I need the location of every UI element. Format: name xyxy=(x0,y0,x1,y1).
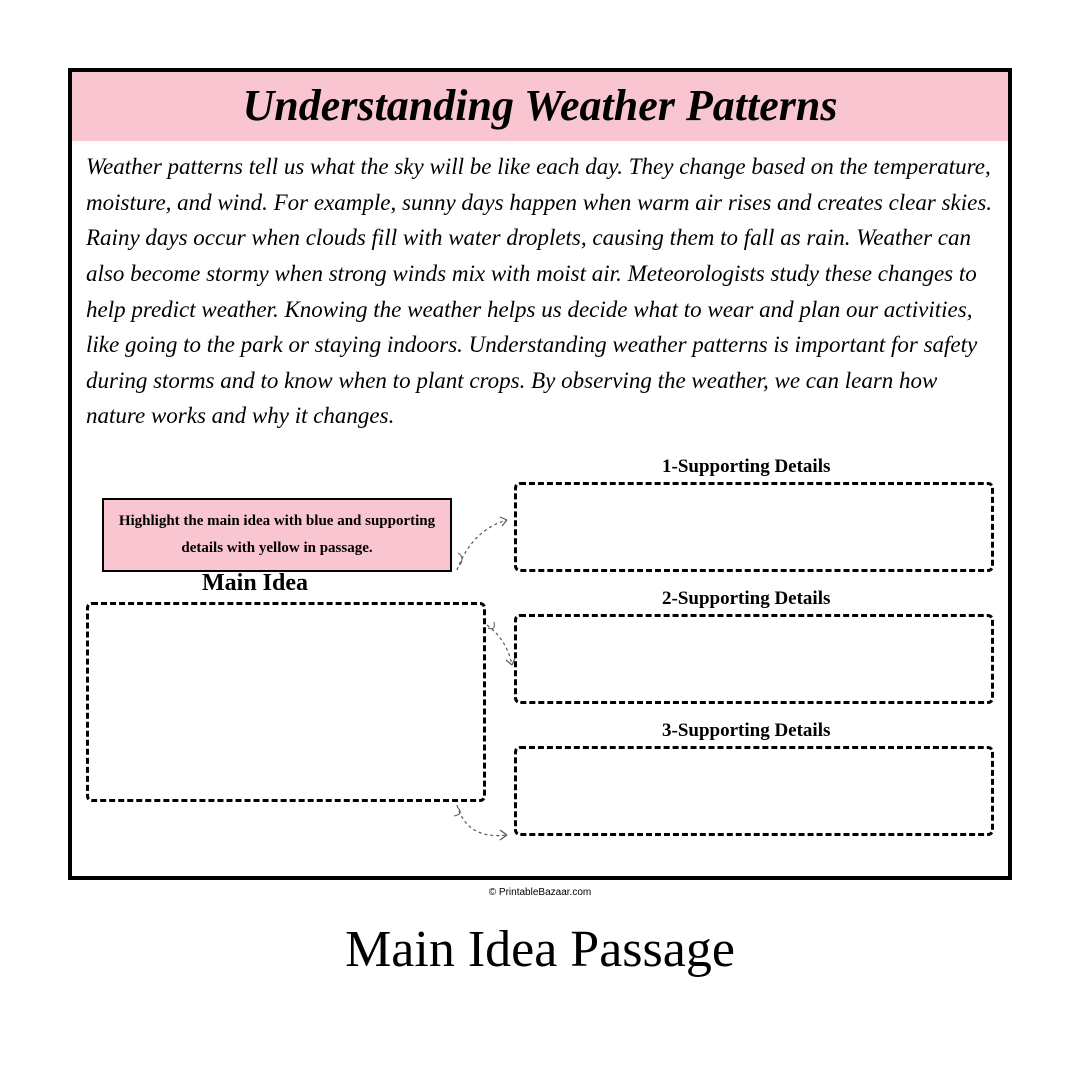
title-bar: Understanding Weather Patterns xyxy=(72,72,1008,141)
arrow-1 xyxy=(452,510,522,580)
instruction-box: Highlight the main idea with blue and su… xyxy=(102,498,452,572)
detail-3-input-box[interactable] xyxy=(514,746,994,836)
detail-1-input-box[interactable] xyxy=(514,482,994,572)
worksheet-frame: Understanding Weather Patterns Weather p… xyxy=(68,68,1012,880)
arrow-3 xyxy=(452,800,522,850)
detail-3-label: 3-Supporting Details xyxy=(662,720,830,742)
detail-2-input-box[interactable] xyxy=(514,614,994,704)
main-idea-input-box[interactable] xyxy=(86,602,486,802)
detail-2-label: 2-Supporting Details xyxy=(662,588,830,610)
page-caption: Main Idea Passage xyxy=(0,920,1080,979)
footer-credit: © PrintableBazaar.com xyxy=(489,887,591,898)
worksheet-title: Understanding Weather Patterns xyxy=(72,80,1008,131)
graphic-organizer: Highlight the main idea with blue and su… xyxy=(72,440,1008,900)
passage-text: Weather patterns tell us what the sky wi… xyxy=(72,141,1008,440)
detail-1-label: 1-Supporting Details xyxy=(662,456,830,478)
main-idea-label: Main Idea xyxy=(202,570,308,597)
